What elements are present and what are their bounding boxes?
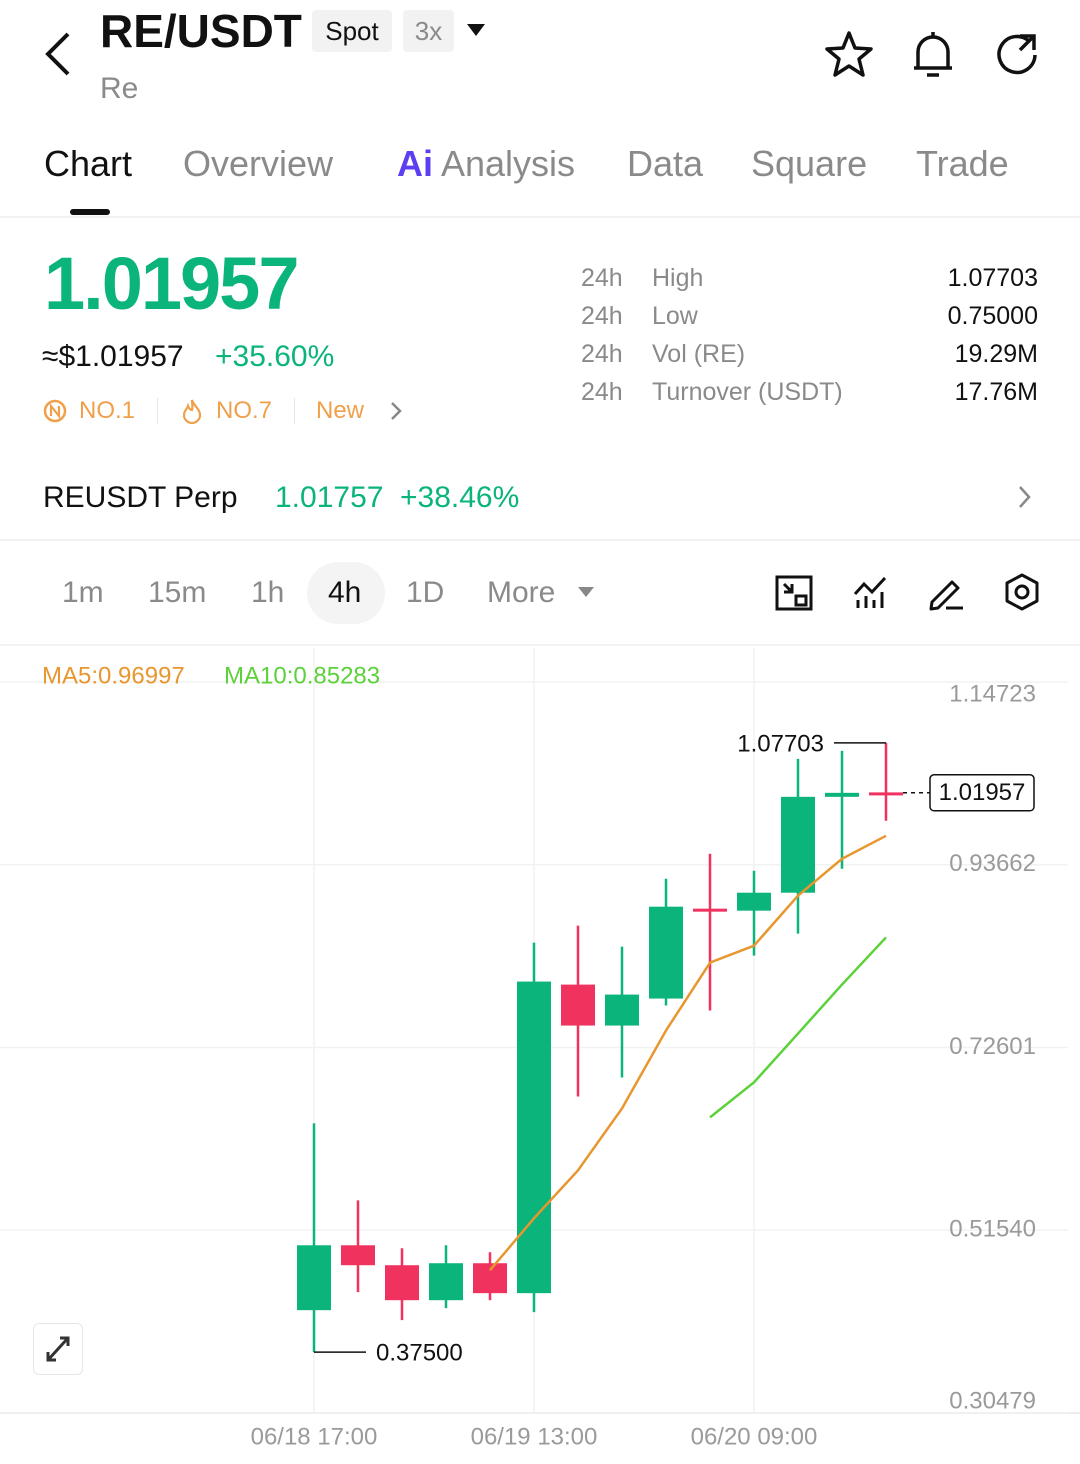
divider xyxy=(0,539,1080,541)
last-price: 1.01957 xyxy=(44,242,299,325)
perp-name[interactable]: REUSDT Perp xyxy=(43,481,238,514)
hot-icon xyxy=(182,399,202,425)
symbol: RE/USDT xyxy=(100,5,302,57)
y-tick-label: 1.14723 xyxy=(949,680,1036,707)
ai-badge: Ai xyxy=(397,143,433,184)
divider xyxy=(0,644,1080,646)
dropdown-arrow[interactable] xyxy=(576,585,596,599)
rank-tag[interactable]: NO.7 xyxy=(216,397,273,424)
stat-label: Low xyxy=(652,302,698,330)
last-price-box xyxy=(929,774,1035,812)
stat-period: 24h xyxy=(581,378,623,406)
candle-body xyxy=(781,796,815,893)
tab[interactable]: Analysis xyxy=(441,143,576,184)
stat-period: 24h xyxy=(581,302,623,330)
draw-icon[interactable] xyxy=(926,572,966,612)
rank-tag[interactable]: New xyxy=(316,397,365,424)
usd-price: ≈$1.01957 xyxy=(42,340,184,373)
tab[interactable]: Trade xyxy=(916,143,1009,184)
stat-value: 17.76M xyxy=(954,378,1038,406)
candle-body xyxy=(693,908,727,912)
tab[interactable]: Overview xyxy=(183,143,334,184)
candle-body xyxy=(429,1263,463,1301)
back-button[interactable] xyxy=(40,30,76,78)
high-annotation: 1.07703 xyxy=(737,730,824,757)
settings-icon[interactable] xyxy=(1002,572,1042,612)
interval[interactable]: 1D xyxy=(406,576,445,609)
legend-entry: MA10:0.85283 xyxy=(224,662,380,689)
candle-body xyxy=(869,792,903,796)
candle-body xyxy=(517,981,551,1294)
rank-icon xyxy=(43,399,67,423)
chevron[interactable] xyxy=(1016,484,1034,510)
share-icon[interactable] xyxy=(990,28,1044,82)
divider xyxy=(0,216,1080,218)
perp-change: +38.46% xyxy=(400,481,520,514)
tab[interactable]: Square xyxy=(751,143,868,184)
stat-value: 0.75000 xyxy=(947,302,1038,330)
price-change: +35.60% xyxy=(215,340,335,373)
candle-body xyxy=(605,994,639,1026)
x-tick-label: 06/19 13:00 xyxy=(471,1423,598,1450)
candle-body xyxy=(473,1263,507,1294)
legend-entry: MA5:0.96997 xyxy=(42,662,185,689)
stat-label: Turnover (USDT) xyxy=(652,378,843,406)
badge: 3x xyxy=(403,10,454,52)
candle-body xyxy=(825,792,859,797)
candle-body xyxy=(385,1265,419,1301)
separator xyxy=(157,398,158,424)
interval[interactable]: 1h xyxy=(251,576,285,609)
interval[interactable]: 4h xyxy=(328,576,362,609)
tab[interactable]: Data xyxy=(627,143,704,184)
stat-label: Vol (RE) xyxy=(652,340,746,368)
tab-indicator xyxy=(70,209,110,215)
y-tick-label: 0.51540 xyxy=(949,1216,1036,1243)
chevron[interactable] xyxy=(388,400,404,422)
stat-period: 24h xyxy=(581,340,623,368)
indicator-icon[interactable] xyxy=(774,574,814,612)
y-tick-label: 0.93662 xyxy=(949,850,1036,877)
interval-highlight xyxy=(307,562,385,624)
fullscreen-button[interactable] xyxy=(33,1323,83,1375)
candle-body xyxy=(341,1245,375,1266)
stat-value: 1.07703 xyxy=(947,264,1038,292)
interval[interactable]: 15m xyxy=(148,576,207,609)
y-tick-label: 0.72601 xyxy=(949,1033,1036,1060)
expand-icon xyxy=(46,1336,70,1362)
x-tick-label: 06/18 17:00 xyxy=(251,1423,378,1450)
separator xyxy=(294,398,295,424)
study-icon[interactable] xyxy=(852,574,890,612)
stat-value: 19.29M xyxy=(954,340,1038,368)
badge: Spot xyxy=(312,10,392,52)
candle-body xyxy=(297,1245,331,1311)
dropdown-arrow[interactable] xyxy=(466,22,486,38)
low-annotation: 0.37500 xyxy=(376,1339,463,1366)
alert-icon[interactable] xyxy=(906,28,960,82)
candle-body xyxy=(561,984,595,1026)
favorite-icon[interactable] xyxy=(822,28,876,82)
candle-body xyxy=(737,892,771,911)
perp-price: 1.01757 xyxy=(275,481,384,514)
y-tick-label: 0.30479 xyxy=(949,1387,1036,1414)
stat-period: 24h xyxy=(581,264,623,292)
ma-line xyxy=(489,834,887,1271)
stat-label: High xyxy=(652,264,704,292)
coin-name: Re xyxy=(100,72,139,105)
interval[interactable]: More xyxy=(487,576,556,609)
rank-tag[interactable]: NO.1 xyxy=(79,397,136,424)
interval[interactable]: 1m xyxy=(62,576,104,609)
last-price-label: 1.01957 xyxy=(939,779,1026,806)
candle-body xyxy=(649,906,683,999)
ma-line xyxy=(709,936,887,1119)
tab[interactable]: Chart xyxy=(44,143,133,184)
x-tick-label: 06/20 09:00 xyxy=(691,1423,818,1450)
